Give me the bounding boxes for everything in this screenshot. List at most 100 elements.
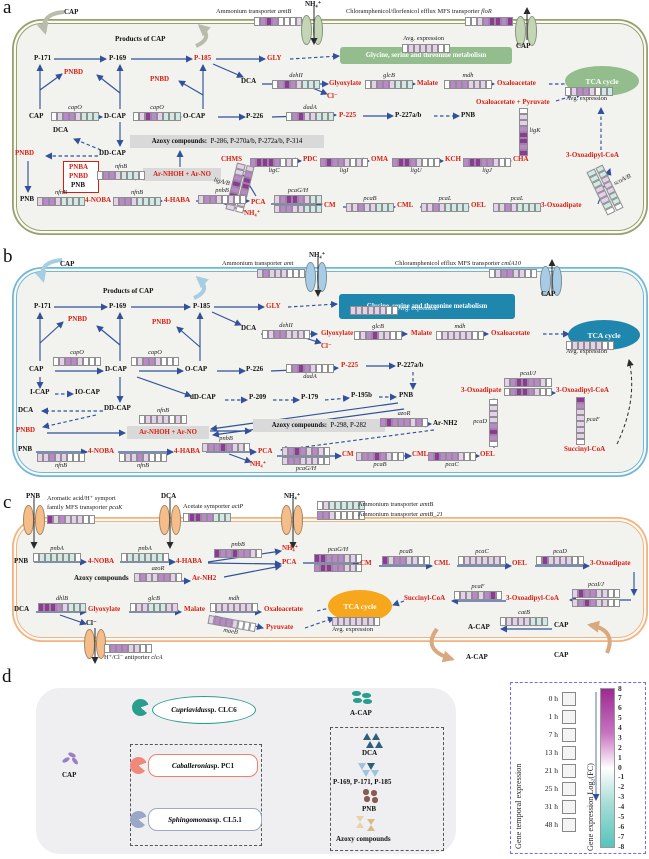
arrow [39, 73, 63, 91]
icon-shape [367, 819, 375, 825]
heatmap-cell [578, 556, 584, 565]
transporter-lobe [23, 505, 34, 535]
legend-time-cell [562, 782, 576, 796]
heatmap-cell [468, 80, 474, 89]
heatmap-cell [155, 197, 161, 206]
heatmap-cell [572, 341, 578, 350]
arrow [555, 91, 583, 102]
heatmap-cell [444, 44, 450, 53]
gene-expression-bar-nfnb: nfnB [37, 453, 85, 469]
label-text: PNB [71, 181, 85, 189]
heatmap-cell [232, 443, 238, 452]
heatmap-cell [505, 158, 511, 167]
label-text: Chloramphenicol efflux MFS transporter [395, 260, 502, 267]
heatmap-cell [115, 171, 121, 180]
heatmap-cell [131, 453, 137, 462]
gene-label: nfnB [130, 189, 144, 196]
gene-expression-bar-dehii: dehII [272, 72, 320, 89]
heatmap-cell [238, 549, 244, 558]
gene-expression-bar-ligj: ligJ [463, 158, 511, 174]
arrow [228, 453, 252, 464]
arrow [212, 63, 244, 78]
heatmap-cell [489, 423, 498, 429]
heatmap-cell [314, 80, 320, 89]
heatmap-cell [487, 158, 493, 167]
heatmap-cell [424, 556, 430, 565]
heatmap-cell [548, 556, 554, 565]
heatmap-cell [328, 112, 334, 121]
heatmap-cell [338, 563, 344, 572]
label-4-noba: 4-NOBA [88, 557, 115, 565]
box-title: sp. PC1 [210, 761, 235, 770]
heatmap-cell [140, 573, 146, 582]
heatmap-cell [55, 453, 61, 462]
gene-expression-bar [183, 513, 231, 522]
label-nh: NH₄⁺ [282, 544, 298, 552]
heatmap-cell [220, 549, 226, 558]
legend-time-label: 7 h [548, 730, 558, 739]
heatmap-cell [501, 17, 507, 26]
label-text: P-227a/b [397, 361, 424, 369]
label-pnbd: PNBD [152, 318, 171, 326]
heatmap-cell [510, 387, 516, 396]
gene-expression-bar-glcb: glcB [130, 595, 178, 612]
label-text: CML [434, 559, 451, 567]
heatmap-cell [81, 112, 87, 121]
arrow [136, 376, 192, 398]
heatmap-cell [427, 203, 433, 212]
heatmap-cell [142, 603, 148, 612]
heatmap-cell [347, 511, 353, 520]
label-cm: CM [342, 450, 354, 458]
icon-shape [356, 816, 364, 822]
heatmap-cell [471, 17, 477, 26]
heatmap-cell [518, 617, 524, 626]
label-text: PNB [26, 492, 40, 500]
heatmap-cell [160, 603, 166, 612]
icon-shape [132, 699, 149, 716]
icon-shape [363, 789, 369, 795]
label-a-cap: A-CAP [468, 623, 490, 631]
label-i-cap: I-CAP [30, 388, 49, 396]
heatmap-cell [286, 330, 292, 339]
label-text: 4-NOBA [88, 557, 115, 565]
heatmap-cell [446, 452, 452, 461]
heatmap-cell [378, 331, 384, 340]
label-ar-nh2: Ar-NH2 [433, 419, 457, 427]
label-text: PNBD [15, 149, 35, 157]
label-text: OEL [480, 450, 495, 458]
heatmap-cell [474, 80, 480, 89]
heatmap-cell [383, 80, 389, 89]
label-oel: OEL [471, 201, 486, 209]
heatmap-cell [414, 44, 420, 53]
gene-expression-bar-pnbb: pnbB [202, 435, 250, 452]
heatmap-cell [146, 573, 152, 582]
heatmap-cell [262, 330, 268, 339]
heatmap-cell [293, 269, 299, 278]
gene-name: clcA [151, 654, 163, 661]
heatmap-cell [226, 443, 232, 452]
heatmap-cell [83, 515, 89, 524]
heatmap-cell [499, 203, 505, 212]
heatmap-cell [371, 80, 377, 89]
transporter-icon [305, 262, 327, 292]
label-text: PNBA [69, 163, 89, 171]
heatmap-cell [266, 17, 272, 26]
gene-expression-bar-pcai-j: pcaI/J [572, 581, 620, 607]
heatmap-cell [519, 150, 528, 156]
heatmap-cell [499, 158, 505, 167]
label-text: PNBD [16, 426, 36, 434]
label-ammonium-transporter: Ammonium transporter amt [222, 260, 293, 268]
heatmap-cell [511, 203, 517, 212]
heatmap-cell [225, 513, 231, 522]
heatmap-cell [228, 603, 234, 612]
label-text: OMA [371, 155, 389, 163]
heatmap-cell [522, 387, 528, 396]
box [130, 744, 262, 846]
heatmap-cell [317, 501, 323, 510]
gene-expression-bar-azor: azoR [380, 410, 428, 427]
colorbar-tick: 7 [618, 693, 622, 703]
label-text: CAP [541, 290, 556, 298]
transporter-icon [159, 505, 181, 535]
label-text: DCA [14, 605, 30, 613]
heatmap-cell [451, 203, 457, 212]
